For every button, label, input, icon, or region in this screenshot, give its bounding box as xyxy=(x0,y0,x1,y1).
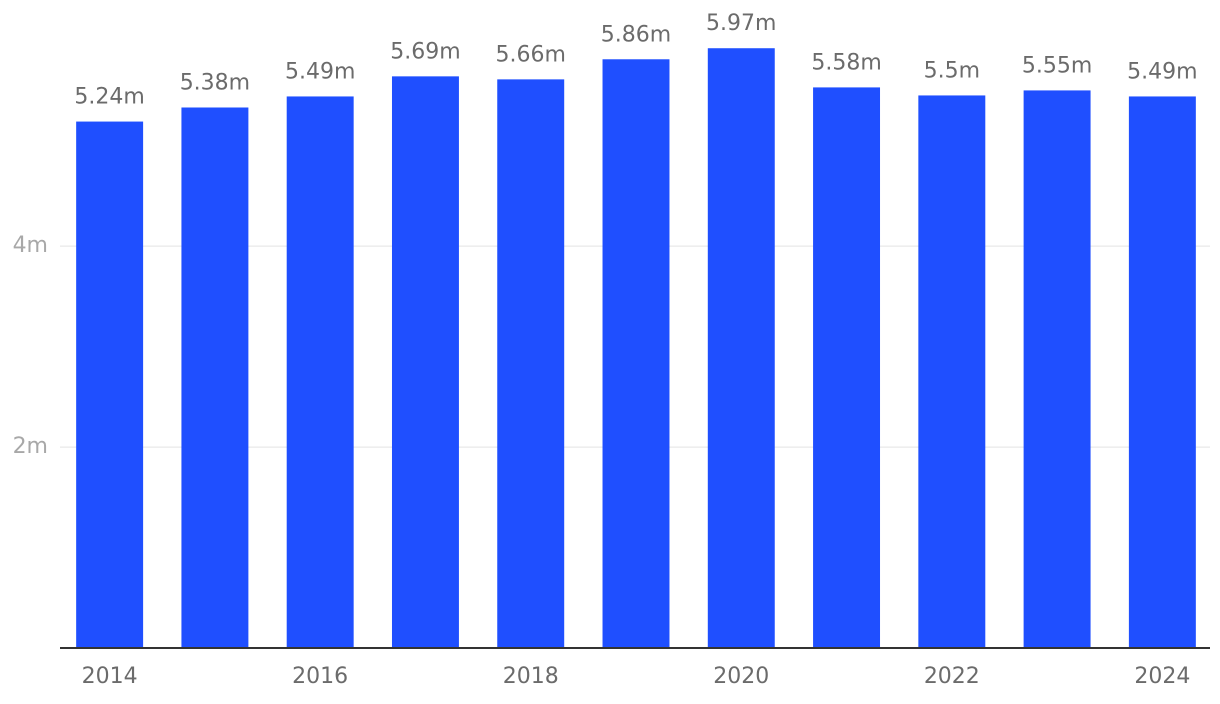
value-label: 5.5m xyxy=(924,58,980,83)
bar xyxy=(286,96,354,648)
y-tick-label: 4m xyxy=(13,233,48,258)
x-tick-label: 2024 xyxy=(1134,664,1190,689)
value-label: 5.66m xyxy=(496,42,566,67)
x-tick-label: 2018 xyxy=(503,664,559,689)
x-tick-label: 2022 xyxy=(924,664,980,689)
value-label: 5.97m xyxy=(706,11,776,36)
value-label: 5.55m xyxy=(1022,53,1092,78)
bar xyxy=(76,121,144,648)
x-tick-label: 2020 xyxy=(713,664,769,689)
value-label: 5.86m xyxy=(601,22,671,47)
bar xyxy=(181,107,249,648)
x-tick-label: 2016 xyxy=(292,664,348,689)
value-label: 5.69m xyxy=(390,39,460,64)
value-label: 5.58m xyxy=(811,50,881,75)
bar xyxy=(497,79,565,649)
y-tick-label: 2m xyxy=(13,434,48,459)
bar xyxy=(1023,90,1091,649)
value-label: 5.24m xyxy=(74,85,144,110)
value-label: 5.49m xyxy=(285,59,355,84)
bar xyxy=(707,48,775,648)
value-label: 5.38m xyxy=(180,70,250,95)
bar xyxy=(602,59,670,649)
bar xyxy=(918,95,986,648)
x-tick-label: 2014 xyxy=(82,664,138,689)
value-label: 5.49m xyxy=(1127,59,1197,84)
bar xyxy=(813,87,881,648)
bar xyxy=(1128,96,1196,648)
bar xyxy=(391,76,459,648)
